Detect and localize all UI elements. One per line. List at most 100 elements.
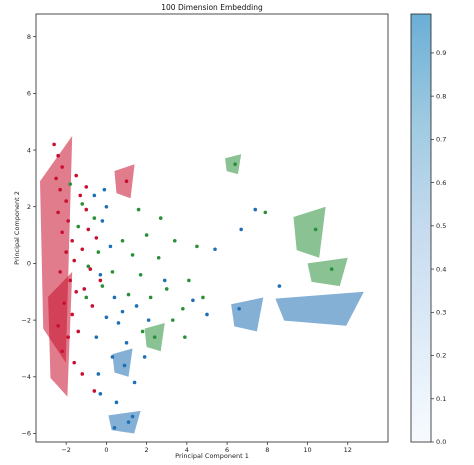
point-s2-29 (120, 309, 125, 314)
x-axis-ticks: −2 0 2 4 6 8 10 12 (61, 442, 352, 454)
colorbar-tick-label-5: 0.5 (436, 222, 446, 230)
colorbar-tick-label-4: 0.4 (436, 265, 446, 273)
point-s1-26 (313, 227, 318, 232)
wedge-4 (293, 206, 326, 258)
wedge-1 (48, 271, 73, 397)
y-tick-label-2: −2 (21, 316, 31, 324)
point-s2-26 (237, 306, 241, 311)
point-layer (52, 142, 334, 430)
wedge-10 (112, 348, 133, 377)
point-s1-8 (110, 270, 115, 274)
point-s1-29 (140, 329, 145, 334)
point-s2-7 (116, 321, 121, 325)
point-s0-18 (66, 335, 70, 339)
point-s1-1 (80, 202, 85, 206)
point-s0-34 (94, 236, 99, 240)
point-s2-4 (112, 295, 117, 300)
colorbar-ticks: 0.0 0.1 0.2 0.3 0.4 0.5 0.6 0.7 0.8 0.9 (431, 49, 446, 446)
point-s0-13 (68, 278, 72, 283)
point-s2-25 (277, 284, 282, 288)
point-s2-24 (253, 207, 258, 212)
point-s1-3 (76, 224, 81, 229)
colorbar-tick-label-3: 0.3 (436, 309, 446, 317)
point-s0-20 (72, 360, 77, 365)
point-s2-19 (146, 318, 151, 322)
x-tick-label-6: 10 (303, 446, 311, 454)
point-s1-4 (96, 250, 101, 254)
point-s2-16 (104, 204, 109, 209)
wedge-layer (40, 135, 364, 434)
point-s1-14 (164, 287, 169, 291)
y-tick-label-4: 2 (27, 203, 31, 211)
point-s0-10 (64, 250, 68, 254)
point-s2-27 (191, 298, 195, 303)
colorbar-tick-label-7: 0.7 (436, 136, 446, 144)
point-s0-21 (80, 372, 85, 376)
point-s2-8 (124, 340, 129, 345)
point-s1-20 (158, 216, 163, 220)
x-tick-label-5: 8 (265, 446, 269, 454)
point-s1-22 (195, 244, 199, 249)
point-s0-5 (64, 199, 68, 203)
colorbar-tick-label-8: 0.8 (436, 92, 446, 100)
point-s0-4 (58, 187, 62, 192)
point-s0-11 (72, 258, 77, 263)
x-tick-label-4: 6 (225, 446, 229, 454)
point-s0-19 (60, 349, 64, 354)
point-s1-7 (84, 295, 89, 300)
point-s2-23 (239, 227, 243, 232)
point-s2-1 (100, 219, 105, 223)
point-s1-16 (181, 306, 185, 311)
point-s0-1 (56, 153, 60, 158)
y-tick-label-0: −6 (21, 430, 31, 438)
point-s1-19 (126, 292, 131, 297)
point-s2-15 (98, 392, 103, 396)
point-s1-11 (138, 272, 143, 277)
point-s1-5 (86, 264, 91, 269)
point-s2-9 (110, 355, 115, 359)
point-s2-20 (142, 355, 147, 359)
point-s2-21 (205, 312, 209, 317)
point-s0-12 (58, 270, 62, 274)
point-s0-15 (62, 301, 66, 305)
x-axis-label: Principal Component 1 (175, 452, 249, 460)
colorbar (410, 13, 432, 443)
point-s2-2 (108, 244, 113, 249)
point-s1-28 (152, 335, 157, 339)
colorbar-tick-label-9: 0.9 (436, 49, 446, 57)
point-s2-28 (162, 278, 167, 283)
point-s0-22 (92, 389, 97, 393)
point-s1-21 (170, 318, 175, 322)
wedge-3 (225, 154, 242, 175)
point-s0-16 (70, 312, 75, 317)
chart-title: 100 Dimension Embedding (161, 3, 263, 12)
x-tick-label-0: −2 (61, 446, 71, 454)
y-axis-label: Principal Component 2 (13, 191, 21, 265)
point-s2-22 (213, 247, 217, 252)
point-s2-12 (132, 380, 137, 385)
point-s0-28 (82, 287, 87, 291)
point-s0-3 (54, 176, 58, 181)
point-s2-11 (122, 363, 127, 368)
colorbar-tick-label-0: 0.0 (436, 438, 446, 446)
colorbar-tick-label-2: 0.2 (436, 352, 446, 360)
point-s1-9 (120, 238, 125, 243)
wedge-8 (231, 297, 264, 332)
point-s0-27 (88, 267, 93, 271)
point-s0-8 (60, 230, 64, 235)
point-s0-14 (74, 289, 79, 294)
point-s0-26 (80, 247, 85, 252)
x-tick-label-3: 4 (185, 446, 189, 454)
point-s1-10 (130, 253, 135, 257)
point-s0-32 (74, 173, 79, 178)
point-s1-2 (92, 216, 97, 220)
point-s2-31 (112, 426, 117, 430)
point-s0-35 (98, 278, 103, 283)
point-s0-0 (52, 142, 56, 147)
colorbar-tick-label-1: 0.1 (436, 395, 446, 403)
point-s1-17 (136, 207, 141, 212)
y-tick-label-5: 4 (27, 146, 31, 154)
point-s1-30 (187, 278, 191, 283)
wedge-7 (275, 291, 364, 326)
